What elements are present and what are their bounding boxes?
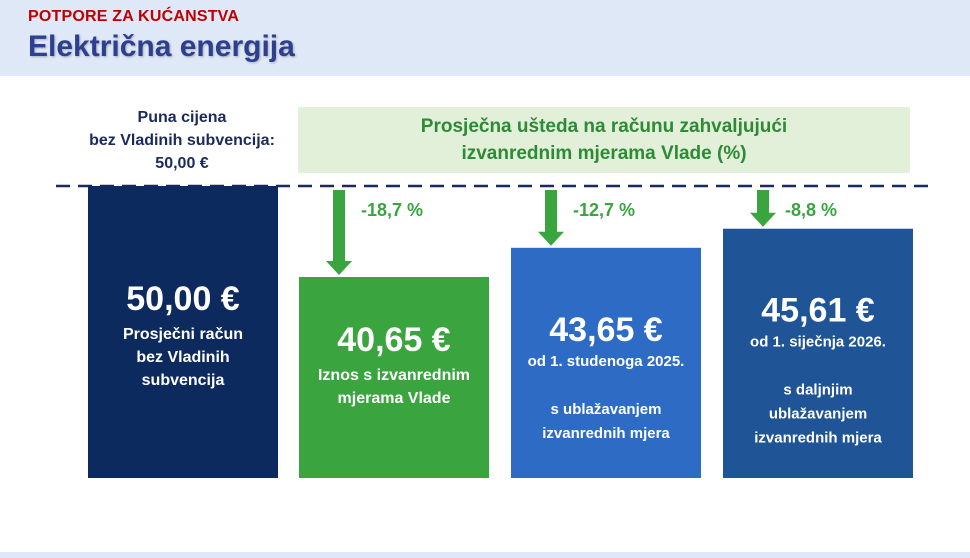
bar-caption-3-4: izvanrednih mjera — [754, 430, 882, 447]
decrease-arrow-2 — [538, 190, 564, 246]
bar-value-label-3: 45,61 € — [761, 292, 875, 330]
full-price-line3: 50,00 € — [155, 155, 209, 172]
bar-caption-1-1: mjerama Vlade — [338, 390, 451, 407]
bar-value-label-1: 40,65 € — [337, 321, 451, 359]
bar-caption-3-0: od 1. siječnja 2026. — [750, 334, 886, 351]
bar-caption-0-2: subvencija — [142, 372, 225, 389]
saving-header-box: Prosječna ušteda na računu zahvaljujući … — [298, 107, 910, 173]
decrease-arrow-1 — [326, 190, 352, 276]
section-kicker: POTPORE ZA KUĆANSTVA — [28, 8, 240, 25]
percent-saving-label-1: -18,7 % — [361, 200, 423, 220]
footer-strip — [0, 552, 970, 558]
bar-value-label-0: 50,00 € — [126, 280, 240, 318]
bar-caption-2-3: izvanrednih mjera — [542, 425, 670, 442]
decrease-arrow-3 — [750, 190, 776, 227]
full-price-line2: bez Vladinih subvencija: — [89, 132, 275, 149]
percent-saving-label-2: -12,7 % — [573, 200, 635, 220]
bar-value-label-2: 43,65 € — [549, 311, 663, 349]
bar-2 — [511, 247, 701, 478]
bar-caption-2-0: od 1. studenoga 2025. — [528, 353, 685, 370]
bar-0 — [88, 186, 278, 478]
full-price-label: Puna cijena bez Vladinih subvencija: 50,… — [62, 106, 302, 175]
bar-caption-0-0: Prosječni račun — [123, 326, 243, 343]
bar-caption-0-1: bez Vladinih — [136, 349, 229, 366]
saving-header-line2: izvanrednim mjerama Vlade (%) — [461, 143, 747, 164]
percent-saving-label-3: -8,8 % — [785, 200, 837, 220]
saving-header-line1: Prosječna ušteda na računu zahvaljujući — [420, 116, 788, 137]
bar-caption-1-0: Iznos s izvanrednim — [318, 367, 470, 384]
bar-caption-3-3: ublažavanjem — [769, 406, 867, 423]
bar-caption-3-2: s daljnjim — [783, 382, 852, 399]
full-price-line1: Puna cijena — [137, 109, 227, 126]
bar-1 — [299, 277, 489, 478]
page-title: Električna energija — [28, 30, 295, 63]
bar-caption-2-2: s ublažavanjem — [551, 401, 662, 418]
bar-3 — [723, 228, 913, 478]
header-banner: POTPORE ZA KUĆANSTVA Električna energija — [0, 0, 970, 76]
